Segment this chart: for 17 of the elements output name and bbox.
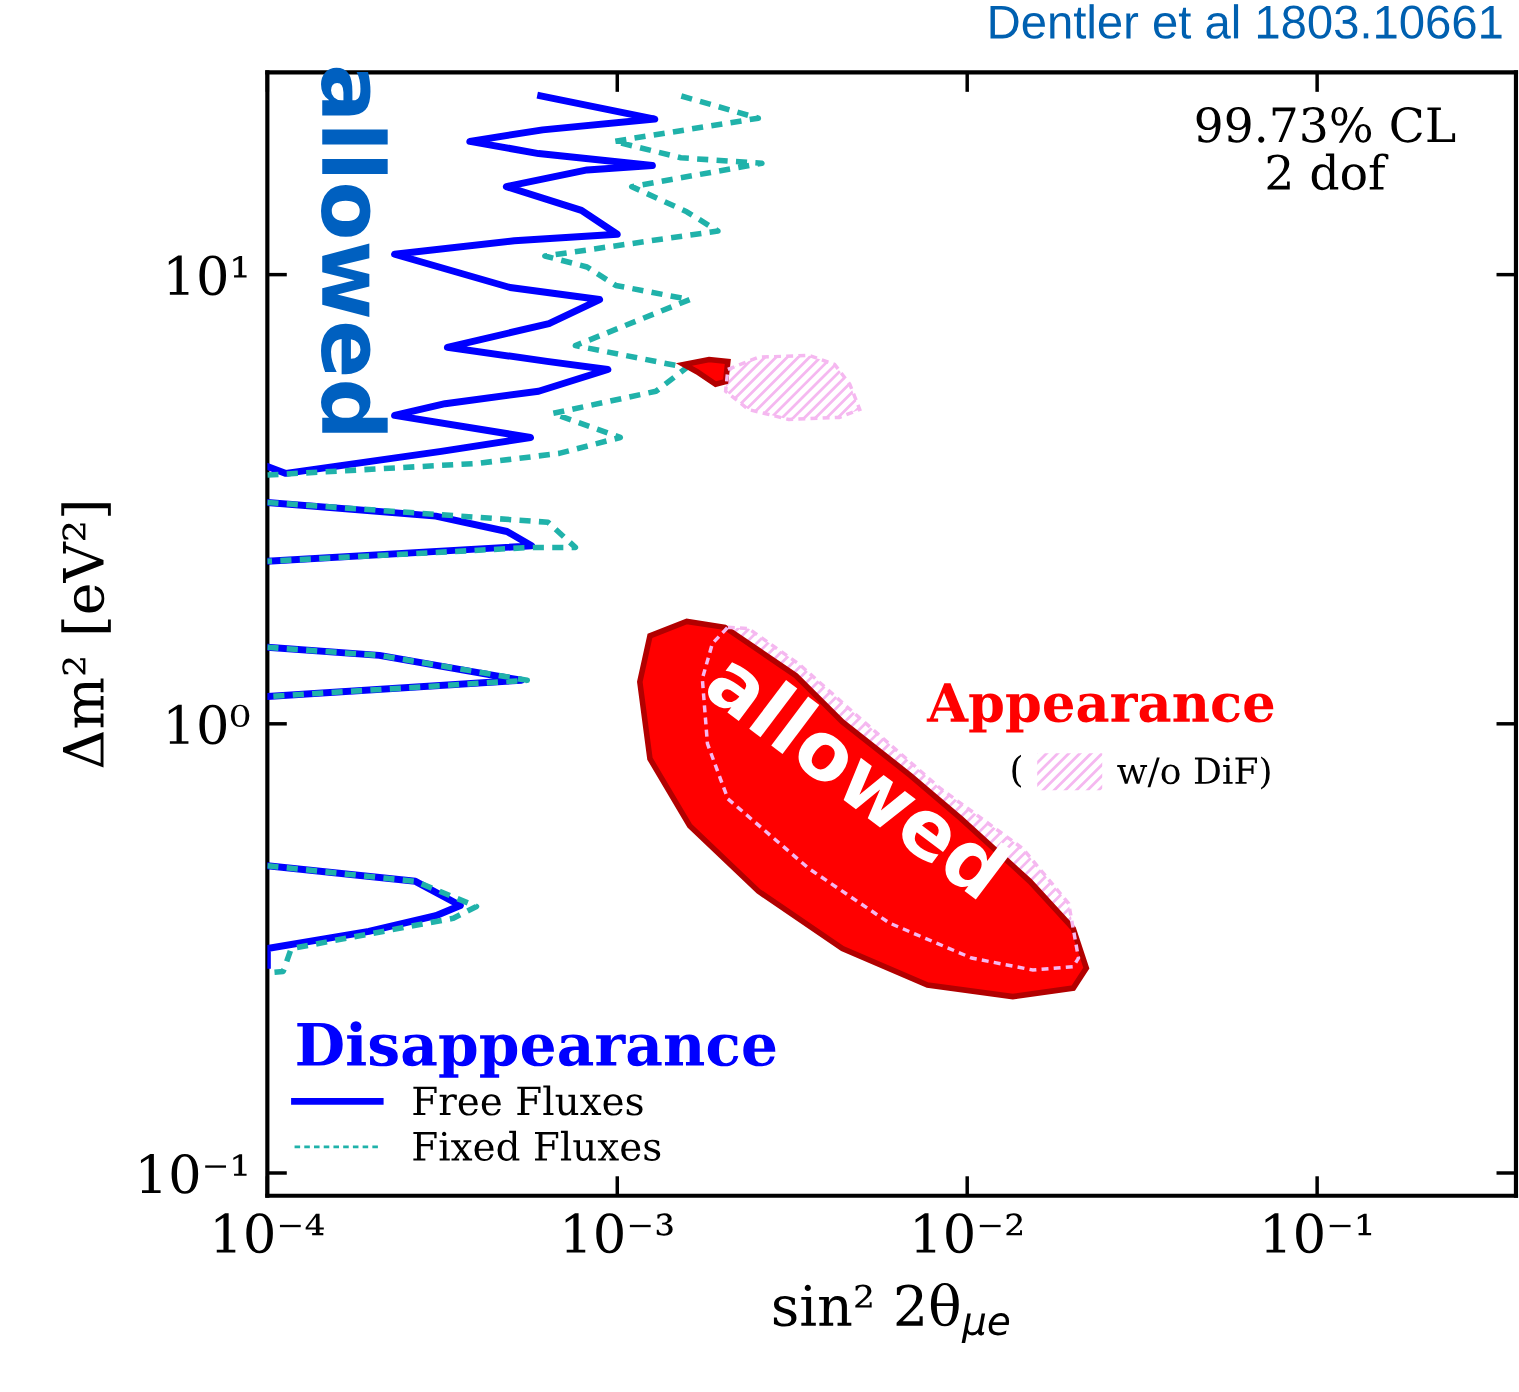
- y-axis-title: Δm² [eV²]: [61, 503, 111, 768]
- x-tick-label: 10⁻⁴: [215, 1213, 324, 1254]
- x-tick-label: 10⁻¹: [1265, 1213, 1372, 1254]
- y-tick-label: 10¹: [168, 255, 247, 296]
- legend-label: w/o DiF): [1117, 756, 1270, 790]
- annotation: (: [1012, 754, 1021, 788]
- x-tick-label: 10⁻²: [915, 1213, 1022, 1254]
- annotation: 99.73% CL 2 dof: [1196, 106, 1456, 191]
- y-tick-label: 10⁻¹: [140, 1153, 247, 1194]
- legend-label: Free Fluxes: [413, 1085, 643, 1116]
- annotation: allowed: [321, 67, 388, 433]
- x-tick-label: 10⁻³: [565, 1213, 673, 1254]
- text: Dentler et al 1803.10661: [990, 4, 1502, 39]
- y-tick-label: 10⁰: [168, 704, 250, 745]
- legend-title: Disappearance: [297, 1021, 776, 1078]
- x-axis-title: sin² 2θ$_{μe}$: [773, 1282, 1010, 1343]
- legend-label: Fixed Fluxes: [413, 1130, 661, 1161]
